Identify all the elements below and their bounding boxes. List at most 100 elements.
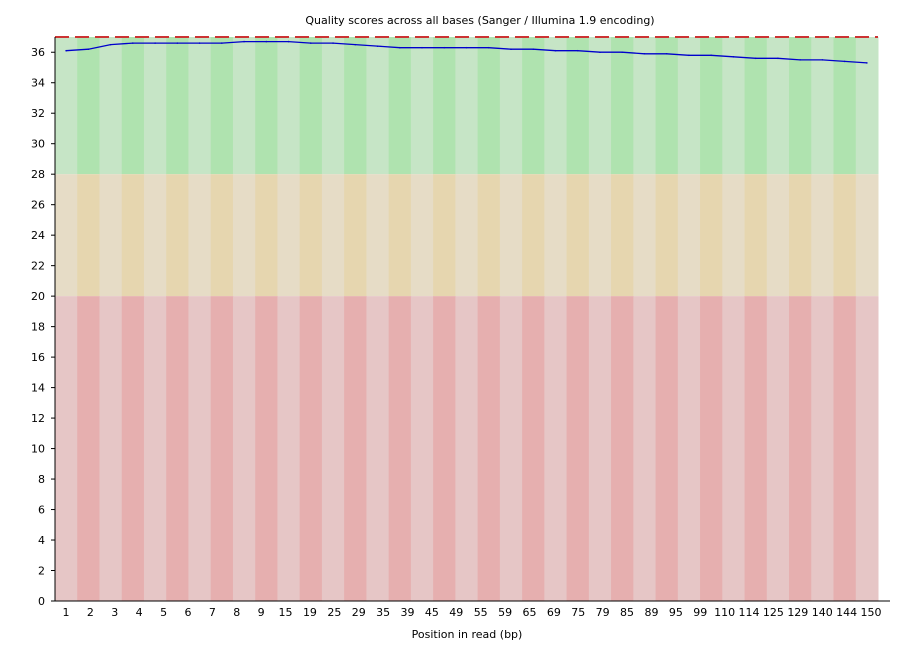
band-good-cell <box>588 37 612 175</box>
x-tick-label: 3 <box>111 606 118 619</box>
band-reasonable-cell <box>99 174 123 297</box>
band-reasonable-cell <box>321 174 345 297</box>
band-poor-cell <box>232 296 256 601</box>
x-tick-label: 110 <box>714 606 735 619</box>
x-tick-label: 55 <box>474 606 488 619</box>
series-point <box>443 46 446 49</box>
x-tick-label: 69 <box>547 606 561 619</box>
band-poor-cell <box>766 296 790 601</box>
y-tick-label: 10 <box>31 443 45 456</box>
y-tick-label: 36 <box>31 46 45 59</box>
series-point <box>376 45 379 47</box>
series-point <box>688 54 690 57</box>
band-poor-cell <box>588 296 612 601</box>
y-tick-label: 30 <box>31 138 45 151</box>
x-tick-label: 99 <box>693 606 707 619</box>
band-reasonable-cell <box>143 174 167 297</box>
x-tick-label: 150 <box>861 606 882 619</box>
series-point <box>421 46 423 49</box>
x-tick-label: 125 <box>763 606 784 619</box>
band-reasonable-cell <box>789 174 812 297</box>
band-reasonable-cell <box>121 174 145 297</box>
x-tick-label: 75 <box>571 606 585 619</box>
y-tick-label: 4 <box>38 534 45 547</box>
band-poor-cell <box>277 296 301 601</box>
band-good-cell <box>633 37 657 175</box>
band-poor-cell <box>855 296 879 601</box>
band-good-cell <box>455 37 479 175</box>
band-reasonable-cell <box>410 174 434 297</box>
y-tick-label: 8 <box>38 473 45 486</box>
series-point <box>65 49 67 52</box>
band-poor-cell <box>121 296 145 601</box>
band-reasonable-cell <box>700 174 723 297</box>
x-tick-label: 15 <box>279 606 293 619</box>
band-good-cell <box>544 37 568 175</box>
band-good-cell <box>522 37 545 175</box>
band-reasonable-cell <box>655 174 679 297</box>
band-good-cell <box>811 37 835 175</box>
band-reasonable-cell <box>299 174 323 297</box>
band-good-cell <box>499 37 523 175</box>
series-point <box>777 57 779 60</box>
band-poor-cell <box>677 296 701 601</box>
band-good-cell <box>477 37 501 175</box>
y-tick-label: 34 <box>31 77 45 90</box>
band-reasonable-cell <box>811 174 835 297</box>
x-tick-label: 5 <box>160 606 167 619</box>
band-good-cell <box>77 37 100 175</box>
band-good-cell <box>299 37 323 175</box>
y-tick-label: 18 <box>31 321 45 334</box>
series-point <box>643 52 646 55</box>
x-tick-label: 65 <box>522 606 536 619</box>
x-tick-label: 140 <box>812 606 833 619</box>
band-reasonable-cell <box>833 174 857 297</box>
band-reasonable-cell <box>588 174 612 297</box>
series-point <box>732 56 735 58</box>
band-reasonable-cell <box>477 174 501 297</box>
band-reasonable-cell <box>522 174 545 297</box>
band-good-cell <box>166 37 189 175</box>
axes <box>54 37 890 602</box>
band-reasonable-cell <box>499 174 523 297</box>
band-poor-cell <box>833 296 857 601</box>
series-point <box>109 43 112 46</box>
chart-title: Quality scores across all bases (Sanger … <box>305 14 654 27</box>
band-reasonable-cell <box>255 174 278 297</box>
band-good-cell <box>188 37 212 175</box>
x-tick-label: 45 <box>425 606 439 619</box>
band-poor-cell <box>299 296 323 601</box>
band-good-cell <box>277 37 301 175</box>
x-tick-label: 59 <box>498 606 512 619</box>
band-reasonable-cell <box>744 174 768 297</box>
series-point <box>198 42 201 44</box>
series-point <box>398 46 401 49</box>
band-reasonable-cell <box>455 174 479 297</box>
series-point <box>532 48 535 50</box>
band-poor-cell <box>166 296 189 601</box>
band-poor-cell <box>188 296 212 601</box>
band-poor-cell <box>99 296 123 601</box>
x-tick-label: 6 <box>184 606 191 619</box>
band-poor-cell <box>611 296 634 601</box>
band-poor-cell <box>633 296 657 601</box>
band-good-cell <box>232 37 256 175</box>
band-good-cell <box>855 37 879 175</box>
x-axis-label: Position in read (bp) <box>412 628 523 641</box>
y-tick-label: 16 <box>31 351 45 364</box>
x-tick-label: 2 <box>87 606 94 619</box>
band-reasonable-cell <box>433 174 456 297</box>
band-reasonable-cell <box>77 174 100 297</box>
band-poor-cell <box>566 296 590 601</box>
band-poor-cell <box>499 296 523 601</box>
y-tick-label: 22 <box>31 260 45 273</box>
band-poor-cell <box>789 296 812 601</box>
band-good-cell <box>611 37 634 175</box>
x-tick-label: 7 <box>209 606 216 619</box>
x-axis-ticks: 1 2 3 4 5 6 7 8 9 15 19 25 29 35 39 45 49 55 59 65 69 75 79 85 8… <box>63 606 882 619</box>
band-good-cell <box>677 37 701 175</box>
band-good-cell <box>388 37 412 175</box>
